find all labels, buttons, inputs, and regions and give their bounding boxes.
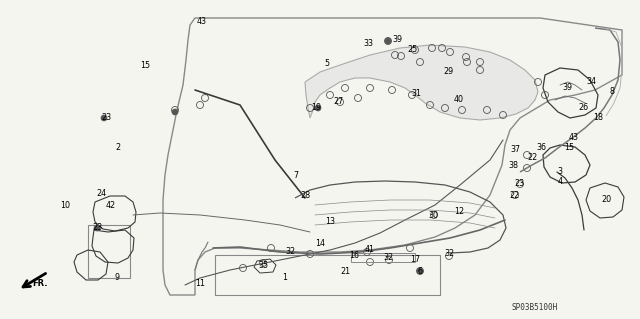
Text: 10: 10: [60, 201, 70, 210]
Circle shape: [385, 38, 391, 44]
Text: 39: 39: [562, 83, 572, 92]
Text: 8: 8: [609, 87, 614, 97]
Text: 29: 29: [443, 68, 453, 77]
Circle shape: [417, 268, 423, 274]
Text: 20: 20: [601, 196, 611, 204]
Text: 14: 14: [315, 240, 325, 249]
Text: 15: 15: [140, 62, 150, 70]
Text: 24: 24: [96, 189, 106, 197]
Text: 27: 27: [334, 98, 344, 107]
Text: 28: 28: [300, 191, 310, 201]
Text: 21: 21: [340, 266, 350, 276]
Text: 16: 16: [349, 251, 359, 261]
Text: 17: 17: [410, 255, 420, 263]
Text: 43: 43: [569, 133, 579, 143]
Text: 26: 26: [578, 102, 588, 112]
Text: 23: 23: [101, 114, 111, 122]
Text: 12: 12: [454, 206, 464, 216]
Circle shape: [94, 225, 100, 231]
Text: 38: 38: [508, 160, 518, 169]
Text: 37: 37: [510, 145, 520, 154]
Text: 22: 22: [510, 190, 520, 199]
Polygon shape: [305, 45, 538, 120]
Circle shape: [172, 109, 178, 115]
Text: 41: 41: [365, 244, 375, 254]
Text: 4: 4: [557, 176, 563, 186]
Text: 32: 32: [444, 249, 454, 257]
Text: 42: 42: [106, 201, 116, 210]
Text: 1: 1: [282, 273, 287, 283]
Text: 32: 32: [285, 247, 295, 256]
Text: 15: 15: [564, 143, 574, 152]
Text: 32: 32: [383, 254, 393, 263]
Circle shape: [315, 105, 321, 111]
Text: 7: 7: [293, 172, 299, 181]
Text: 23: 23: [514, 180, 524, 189]
Text: 43: 43: [197, 18, 207, 26]
Text: SP03B5100H: SP03B5100H: [512, 303, 558, 313]
Text: 22: 22: [528, 152, 538, 161]
Text: 19: 19: [311, 103, 321, 113]
Text: 33: 33: [363, 39, 373, 48]
Circle shape: [101, 115, 107, 121]
Text: 6: 6: [417, 268, 422, 277]
Text: 34: 34: [586, 78, 596, 86]
Text: 18: 18: [593, 114, 603, 122]
Text: 3: 3: [557, 167, 563, 176]
Text: 30: 30: [428, 211, 438, 220]
Text: 39: 39: [392, 35, 402, 44]
Text: 31: 31: [411, 88, 421, 98]
Text: 13: 13: [325, 218, 335, 226]
Text: 2: 2: [115, 144, 120, 152]
Text: 36: 36: [536, 144, 546, 152]
Text: 40: 40: [454, 95, 464, 105]
Text: 23: 23: [92, 224, 102, 233]
Text: 9: 9: [115, 273, 120, 283]
Text: 11: 11: [195, 279, 205, 288]
Text: FR.: FR.: [32, 279, 48, 288]
Text: 25: 25: [408, 46, 418, 55]
Text: 35: 35: [258, 261, 268, 270]
Text: 5: 5: [324, 58, 330, 68]
